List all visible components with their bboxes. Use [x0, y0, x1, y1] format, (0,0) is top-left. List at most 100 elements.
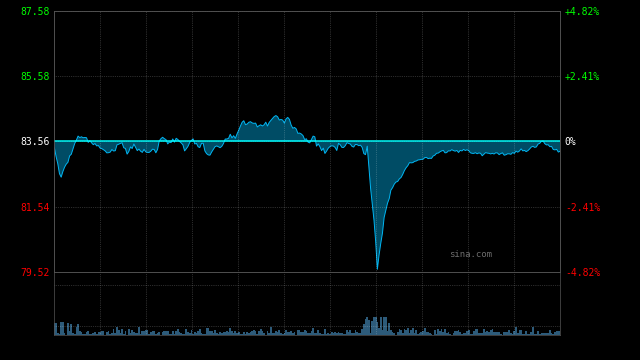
Bar [460, 332, 461, 335]
Bar [420, 332, 422, 335]
Bar [168, 334, 170, 335]
Bar [499, 333, 500, 335]
Bar [81, 332, 83, 335]
Bar [360, 333, 362, 335]
Bar [375, 317, 376, 335]
Bar [316, 333, 317, 335]
Bar [218, 334, 220, 335]
Bar [334, 333, 336, 335]
Bar [317, 330, 319, 335]
Bar [258, 331, 260, 335]
Bar [380, 317, 381, 335]
Bar [497, 332, 499, 335]
Bar [273, 333, 275, 335]
Bar [108, 331, 109, 335]
Bar [67, 323, 68, 335]
Bar [405, 330, 407, 335]
Bar [94, 332, 96, 335]
Bar [385, 317, 387, 335]
Bar [268, 333, 270, 335]
Bar [355, 330, 356, 335]
Bar [471, 334, 473, 335]
Bar [399, 329, 400, 335]
Bar [488, 332, 490, 335]
Bar [476, 329, 478, 335]
Bar [111, 333, 113, 335]
Bar [226, 331, 228, 335]
Bar [442, 333, 444, 335]
Bar [321, 334, 323, 335]
Bar [549, 330, 550, 335]
Bar [212, 333, 214, 335]
Bar [187, 332, 189, 335]
Bar [437, 329, 439, 335]
Bar [483, 329, 484, 335]
Bar [229, 328, 231, 335]
Bar [338, 332, 339, 335]
Bar [182, 334, 184, 335]
Bar [458, 330, 460, 335]
Bar [331, 332, 333, 335]
Bar [278, 330, 280, 335]
Bar [522, 334, 524, 335]
Bar [113, 329, 115, 335]
Bar [456, 331, 458, 335]
Bar [429, 333, 431, 335]
Bar [463, 333, 465, 335]
Bar [512, 334, 513, 335]
Bar [125, 331, 126, 335]
Bar [531, 332, 532, 335]
Bar [397, 332, 399, 335]
Bar [407, 328, 409, 335]
Bar [366, 317, 368, 335]
Bar [309, 333, 310, 335]
Bar [323, 334, 324, 335]
Bar [534, 334, 536, 335]
Bar [559, 331, 561, 335]
Bar [97, 332, 99, 335]
Bar [92, 333, 94, 335]
Bar [292, 333, 294, 335]
Bar [556, 331, 557, 335]
Bar [270, 327, 272, 335]
Bar [312, 328, 314, 335]
Bar [410, 330, 412, 335]
Bar [257, 334, 258, 335]
Bar [189, 333, 191, 335]
Bar [246, 332, 248, 335]
Bar [225, 332, 226, 335]
Bar [304, 330, 305, 335]
Bar [54, 323, 55, 335]
Bar [557, 332, 559, 335]
Bar [96, 334, 97, 335]
Bar [344, 334, 346, 335]
Bar [241, 334, 243, 335]
Bar [272, 333, 273, 335]
Bar [205, 328, 207, 335]
Bar [481, 333, 483, 335]
Bar [400, 330, 402, 335]
Bar [89, 334, 91, 335]
Bar [550, 333, 552, 335]
Bar [349, 330, 351, 335]
Bar [172, 331, 173, 335]
Bar [165, 331, 167, 335]
Bar [233, 333, 234, 335]
Bar [57, 333, 59, 335]
Bar [381, 330, 383, 335]
Bar [236, 333, 238, 335]
Bar [348, 332, 349, 335]
Bar [59, 334, 60, 335]
Bar [329, 334, 331, 335]
Bar [70, 324, 72, 335]
Bar [170, 334, 172, 335]
Bar [275, 331, 276, 335]
Bar [527, 334, 529, 335]
Bar [341, 333, 342, 335]
Bar [461, 334, 463, 335]
Bar [404, 329, 405, 335]
Bar [468, 330, 470, 335]
Bar [106, 332, 108, 335]
Bar [147, 330, 148, 335]
Bar [287, 332, 289, 335]
